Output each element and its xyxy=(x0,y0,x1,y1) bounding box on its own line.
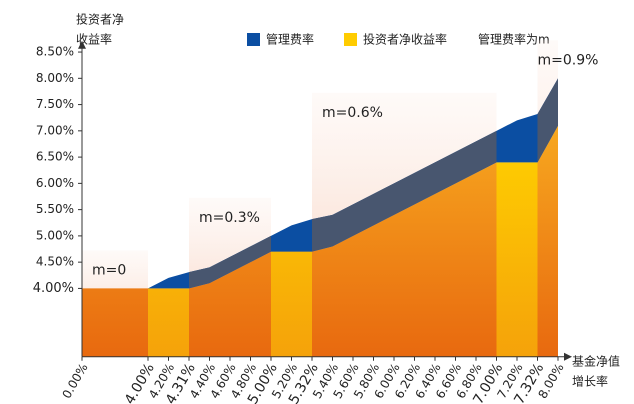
legend-swatch xyxy=(344,33,357,46)
legend-swatch xyxy=(247,33,260,46)
investor-area xyxy=(82,125,558,357)
y-tick-label: 7.50% xyxy=(36,97,74,111)
x-axis-title: 基金净值 xyxy=(572,354,620,369)
legend-label: 管理费率 xyxy=(266,32,314,47)
legend-label: 投资者净收益率 xyxy=(363,32,447,47)
y-tick-label: 4.00% xyxy=(33,281,74,296)
y-tick-label: 8.50% xyxy=(36,45,74,59)
y-tick-label: 6.00% xyxy=(36,176,74,190)
y-tick-label: 4.50% xyxy=(36,255,74,269)
y-axis-title: 投资者净 xyxy=(76,12,124,27)
x-axis-title: 增长率 xyxy=(572,374,608,389)
y-axis-title: 收益率 xyxy=(76,32,112,47)
zone-label: m=0.9% xyxy=(538,52,599,68)
y-tick-label: 5.50% xyxy=(36,202,74,216)
y-tick-label: 5.00% xyxy=(36,228,74,242)
y-axis-arrow xyxy=(78,40,86,49)
y-tick-label: 7.00% xyxy=(36,123,74,137)
zone-label: m=0.3% xyxy=(199,210,260,226)
y-tick-label: 8.00% xyxy=(36,71,74,85)
zone-label: m=0 xyxy=(92,262,126,278)
x-axis-arrow xyxy=(564,352,572,361)
zone-label: m=0.6% xyxy=(322,105,383,121)
legend-note: 管理费率为m xyxy=(478,32,550,47)
y-tick-label: 6.50% xyxy=(36,150,74,164)
fee-band-zone xyxy=(82,78,558,289)
x-tick-label: 0.00% xyxy=(59,361,90,401)
